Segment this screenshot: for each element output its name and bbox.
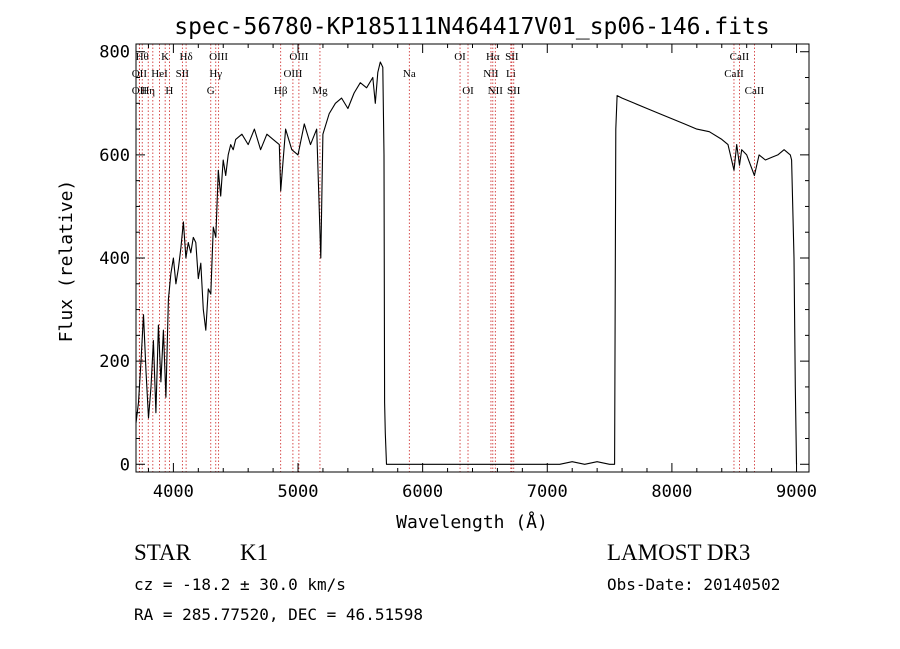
line-label: Mg [312,85,328,97]
line-label: Hδ [180,51,193,63]
line-label: H [165,85,173,97]
line-label: K [161,51,169,63]
y-tick-label: 800 [99,43,130,63]
coordinates: RA = 285.77520, DEC = 46.51598 [134,605,423,624]
y-axis: 0 200 400 600 800 [99,43,809,475]
x-tick-label: 7000 [527,482,568,502]
line-label: Hη [141,85,155,97]
plot-frame [135,43,810,473]
line-label: HeI [151,68,168,80]
line-label: NII [483,68,499,80]
redshift-value: cz = -18.2 ± 30.0 km/s [134,575,346,594]
line-label: NII [488,85,504,97]
x-tick-label: 6000 [402,482,443,502]
spectrum-series-line [135,61,798,465]
line-label: CaII [745,85,765,97]
obs-date: Obs-Date: 20140502 [607,575,780,594]
line-label: OIII [283,68,302,80]
line-label: G [207,85,215,97]
spectrum-plot [135,61,798,465]
object-subclass: K1 [240,540,268,565]
line-label: Hβ [274,85,288,97]
line-label: CaII [724,68,744,80]
line-label: OIII [209,51,228,63]
chart-title: spec-56780-KP185111N464417V01_sp06-146.f… [174,14,769,40]
line-label: CaII [730,51,750,63]
survey-name: LAMOST DR3 [607,540,750,565]
x-axis-label: Wavelength (Å) [396,511,548,533]
y-tick-label: 400 [99,249,130,269]
line-label: SII [505,51,519,63]
y-tick-label: 200 [99,352,130,372]
object-class: STAR [134,540,192,565]
y-tick-label: 600 [99,146,130,166]
x-axis: 4000 5000 6000 7000 8000 9000 [147,44,817,502]
x-tick-label: 9000 [776,482,817,502]
line-label: Hγ [209,68,222,80]
line-label: SII [507,85,521,97]
x-tick-label: 5000 [278,482,319,502]
y-axis-label: Flux (relative) [56,180,77,343]
line-label: SII [176,68,190,80]
spectral-line-markers: HθOIIOIIHηHeIKHSIIHδGHγOIIIHβOIIIOIIIMgN… [132,44,765,472]
y-tick-label: 0 [120,455,130,475]
line-label: Hθ [136,51,149,63]
line-label: OIII [289,51,308,63]
line-label: OI [454,51,466,63]
x-tick-label: 8000 [651,482,692,502]
line-label: Li [506,68,516,80]
x-tick-label: 4000 [153,482,194,502]
line-label: Na [403,68,416,80]
line-label: OI [462,85,474,97]
line-label: Hα [486,51,500,63]
